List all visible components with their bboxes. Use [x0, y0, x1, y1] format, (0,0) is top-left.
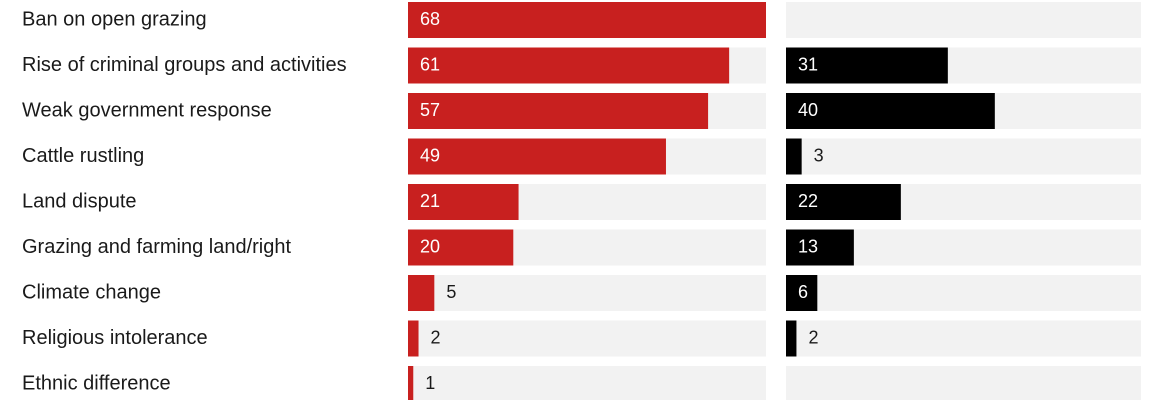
bar-red: [408, 47, 730, 84]
bar-red: [408, 2, 766, 38]
data-label: 40: [798, 100, 818, 120]
data-label: 61: [420, 54, 440, 74]
bar-red: [408, 138, 666, 175]
data-label: 3: [814, 145, 824, 165]
data-label: 49: [420, 145, 440, 165]
data-label: 22: [798, 191, 818, 211]
data-label: 1: [425, 373, 435, 393]
data-label: 2: [431, 327, 441, 347]
bar-red: [408, 93, 709, 129]
category-label: Religious intolerance: [22, 327, 208, 349]
category-label: Grazing and farming land/right: [22, 236, 291, 258]
data-label: 68: [420, 9, 440, 29]
data-label: 21: [420, 191, 440, 211]
bar-black: [786, 93, 995, 129]
category-label: Weak government response: [22, 99, 272, 121]
bar-track: [786, 320, 1141, 357]
bar-black: [786, 320, 797, 357]
bar-red: [408, 320, 419, 357]
bar-track: [408, 320, 766, 357]
bar-red: [408, 184, 519, 220]
bar-red: [408, 275, 435, 311]
category-label: Climate change: [22, 281, 161, 303]
data-label: 57: [420, 100, 440, 120]
data-label: 31: [798, 54, 818, 74]
bar-track: [408, 366, 766, 400]
data-label: 6: [798, 282, 808, 302]
category-label: Ethnic difference: [22, 372, 171, 394]
bar-track: [786, 366, 1141, 400]
bar-black: [786, 47, 948, 84]
bar-black: [786, 184, 901, 220]
category-label: Cattle rustling: [22, 145, 144, 167]
data-label: 20: [420, 236, 440, 256]
bar-black: [786, 275, 818, 311]
data-label: 5: [446, 282, 456, 302]
bar-track: [786, 275, 1141, 311]
category-label: Ban on open grazing: [22, 8, 207, 30]
bar-track: [786, 138, 1141, 175]
category-label: Land dispute: [22, 190, 137, 212]
bar-red: [408, 366, 414, 400]
data-label: 13: [798, 236, 818, 256]
bar-black: [786, 229, 854, 266]
data-label: 2: [808, 327, 818, 347]
category-label: Rise of criminal groups and activities: [22, 54, 347, 76]
bar-red: [408, 229, 514, 266]
bar-black: [786, 138, 802, 175]
bar-track: [408, 275, 766, 311]
bar-track: [786, 2, 1141, 38]
